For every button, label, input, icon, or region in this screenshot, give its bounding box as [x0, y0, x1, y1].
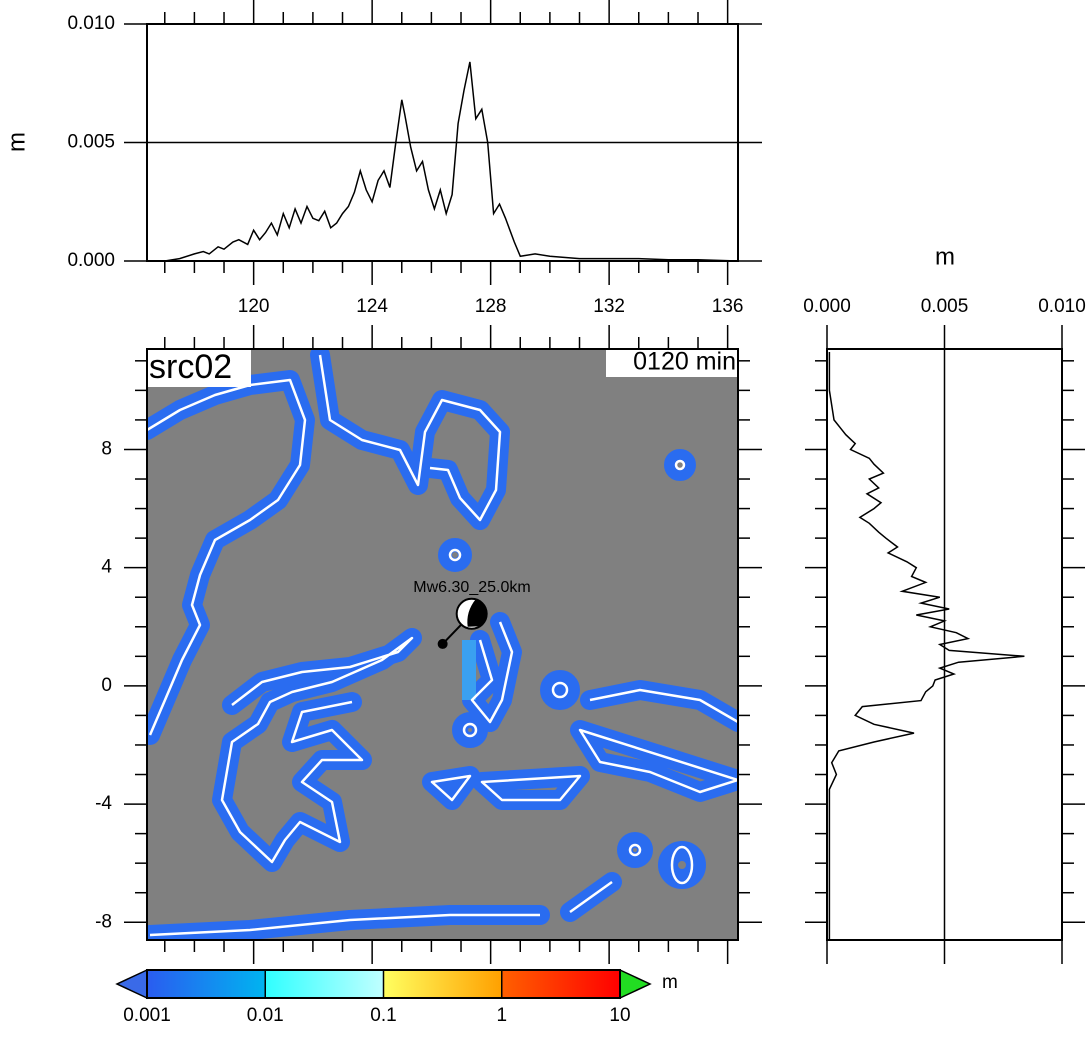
map-title: src02 — [149, 348, 232, 386]
y-tick-label: -4 — [95, 793, 112, 814]
x-tick-label: 128 — [475, 296, 507, 317]
plot-frame — [826, 348, 1063, 941]
x-tick-label: 132 — [593, 296, 625, 317]
colorbar-under — [115, 968, 148, 1000]
colorbar-unit: m — [662, 972, 678, 993]
x-axis-title: m — [935, 243, 955, 270]
title-box — [147, 349, 251, 387]
colorbar-label: 1 — [496, 1005, 507, 1026]
y-tick-label: 0 — [101, 675, 112, 696]
colorbar-segment — [501, 970, 620, 998]
colorbar-label: 0.001 — [123, 1005, 171, 1026]
colorbar-segment — [147, 970, 266, 998]
colorbar-frame — [146, 969, 621, 999]
x-tick-label: 0.010 — [1038, 296, 1086, 317]
y-tick-label: 0.005 — [67, 132, 115, 153]
colorbar-label: 10 — [609, 1005, 630, 1026]
y-tick-label: 4 — [101, 557, 112, 578]
beachball-compression — [467, 599, 487, 627]
profile-line — [147, 61, 739, 262]
time-box — [606, 349, 738, 377]
plot-frame — [146, 23, 739, 262]
y-axis-title: m — [3, 132, 30, 152]
x-tick-label: 136 — [712, 296, 744, 317]
time-label: 0120 min — [633, 348, 736, 376]
colorbar-over — [619, 968, 652, 1000]
colorbar-segment — [383, 970, 502, 998]
colorbar-label: 0.1 — [370, 1005, 396, 1026]
coastline — [147, 354, 738, 937]
map-area — [147, 349, 738, 940]
y-tick-label: 0.000 — [67, 250, 115, 271]
source-label: Mw6.30_25.0km — [413, 579, 530, 596]
colorbar-label: 0.01 — [247, 1005, 284, 1026]
epicenter — [437, 638, 448, 649]
map-frame — [146, 348, 739, 941]
y-tick-label: 0.010 — [67, 13, 115, 34]
x-tick-label: 124 — [356, 296, 388, 317]
x-tick-label: 0.005 — [921, 296, 969, 317]
x-tick-label: 120 — [238, 296, 270, 317]
profile-line — [828, 352, 1025, 940]
y-tick-label: -8 — [95, 911, 112, 932]
x-tick-label: 0.000 — [803, 296, 851, 317]
colorbar-segment — [265, 970, 384, 998]
y-tick-label: 8 — [101, 438, 112, 459]
max-amplitude-near-source — [462, 640, 476, 700]
